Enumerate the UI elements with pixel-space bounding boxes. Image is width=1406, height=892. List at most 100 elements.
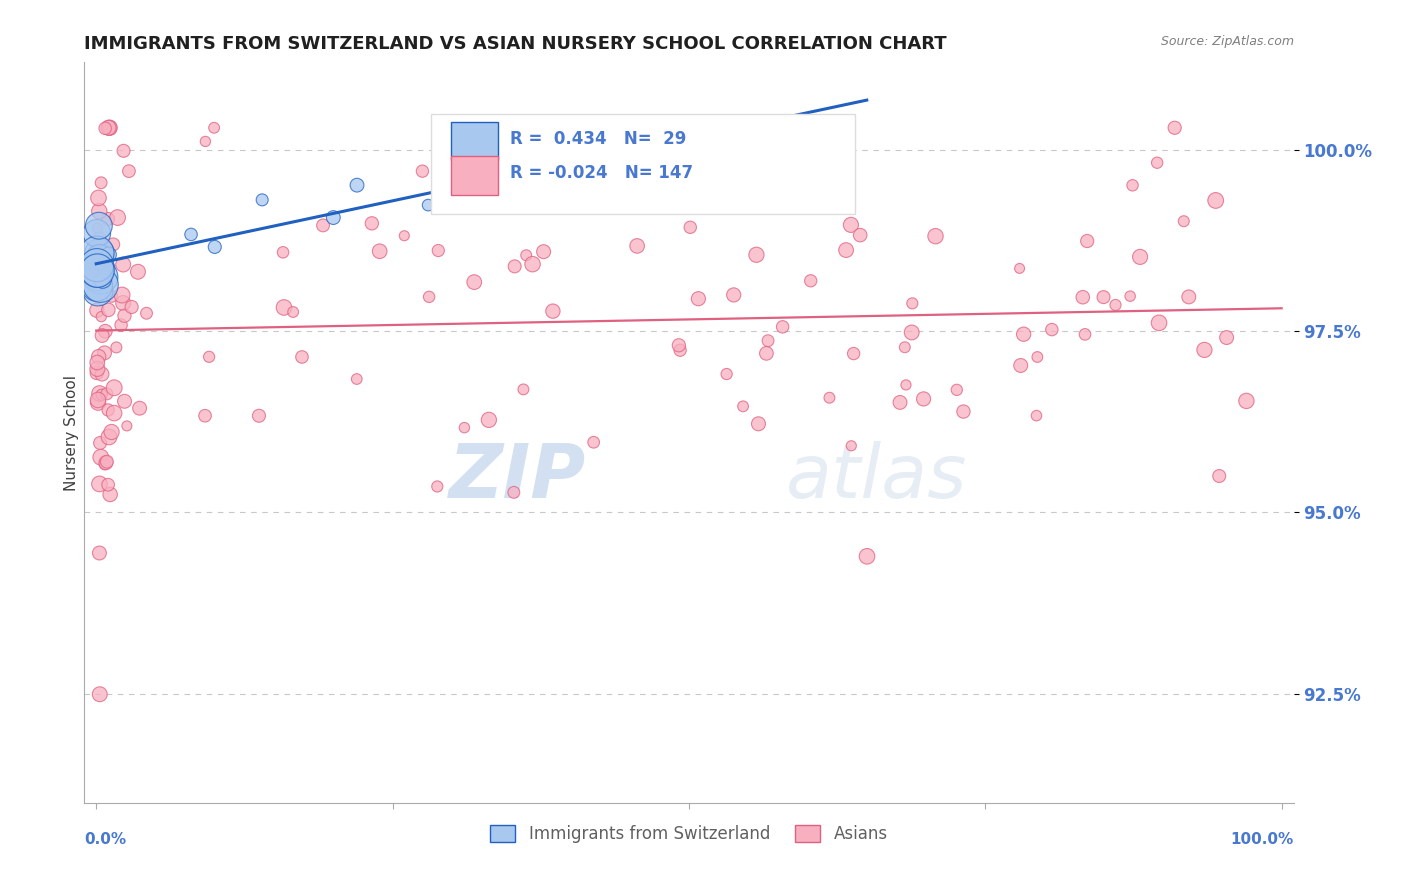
Point: [89, 232, 111, 246]
Point: [772, 319, 794, 334]
Point: [271, 245, 294, 260]
Point: [820, 131, 842, 145]
Point: [312, 219, 335, 233]
Point: [281, 305, 304, 319]
Point: [87, 219, 110, 233]
Point: [112, 296, 135, 310]
Point: [86, 278, 108, 293]
Point: [1025, 409, 1047, 423]
Y-axis label: Nursery School: Nursery School: [63, 375, 79, 491]
Text: IMMIGRANTS FROM SWITZERLAND VS ASIAN NURSERY SCHOOL CORRELATION CHART: IMMIGRANTS FROM SWITZERLAND VS ASIAN NUR…: [84, 35, 948, 53]
Point: [180, 227, 202, 242]
Point: [1092, 290, 1115, 304]
Point: [1147, 316, 1170, 330]
Point: [418, 198, 440, 212]
Point: [747, 417, 769, 431]
Point: [912, 392, 935, 406]
Point: [501, 164, 523, 178]
Point: [1104, 298, 1126, 312]
Point: [654, 131, 676, 145]
Point: [533, 244, 555, 259]
Point: [86, 264, 108, 278]
Point: [100, 425, 122, 439]
Point: [97, 403, 120, 417]
Point: [86, 362, 108, 376]
Point: [89, 251, 111, 265]
Point: [1119, 289, 1142, 303]
Point: [90, 176, 112, 190]
Point: [89, 204, 111, 219]
Point: [96, 455, 118, 469]
Point: [93, 255, 115, 269]
Point: [87, 191, 110, 205]
Point: [1205, 194, 1227, 208]
Point: [202, 120, 225, 135]
Point: [89, 477, 111, 491]
Point: [716, 367, 738, 381]
Point: [98, 120, 121, 135]
Point: [118, 164, 141, 178]
Point: [97, 211, 120, 226]
Point: [346, 178, 368, 193]
Point: [411, 164, 433, 178]
Point: [110, 318, 132, 332]
Point: [1071, 290, 1094, 304]
Point: [121, 300, 143, 314]
Point: [115, 418, 138, 433]
Point: [90, 270, 112, 285]
Point: [98, 487, 121, 501]
Point: [96, 386, 118, 401]
Point: [114, 309, 136, 323]
Point: [98, 430, 121, 444]
FancyBboxPatch shape: [451, 121, 498, 161]
Point: [94, 324, 117, 338]
Point: [204, 240, 226, 254]
Point: [723, 288, 745, 302]
Point: [114, 394, 136, 409]
Point: [733, 400, 755, 414]
Point: [91, 328, 114, 343]
Point: [900, 326, 922, 340]
Point: [1076, 234, 1098, 248]
Point: [1074, 327, 1097, 342]
Point: [522, 257, 544, 271]
Point: [90, 277, 112, 292]
Point: [755, 346, 778, 360]
Point: [86, 227, 108, 241]
Point: [688, 292, 710, 306]
Point: [835, 243, 858, 257]
Point: [86, 269, 108, 284]
Point: [89, 436, 111, 450]
Point: [103, 237, 125, 252]
Point: [1194, 343, 1216, 357]
Point: [1129, 250, 1152, 264]
Point: [107, 211, 129, 225]
Point: [679, 220, 702, 235]
Point: [756, 334, 779, 348]
Point: [1208, 469, 1230, 483]
Point: [94, 121, 117, 136]
Point: [250, 193, 273, 207]
Text: 100.0%: 100.0%: [1230, 832, 1294, 847]
Point: [839, 218, 862, 232]
Point: [93, 458, 115, 472]
Point: [1012, 327, 1035, 342]
Point: [346, 372, 368, 386]
Point: [90, 260, 112, 274]
Point: [194, 135, 217, 149]
Point: [678, 131, 700, 145]
Point: [322, 211, 344, 225]
Point: [96, 260, 118, 275]
Point: [368, 244, 391, 259]
Point: [86, 264, 108, 278]
Text: atlas: atlas: [786, 441, 967, 513]
Point: [1010, 359, 1032, 373]
Point: [1008, 261, 1031, 276]
Point: [90, 388, 112, 402]
Point: [842, 346, 865, 360]
Point: [453, 420, 475, 434]
Point: [360, 216, 382, 230]
Point: [86, 252, 108, 267]
Point: [87, 395, 110, 409]
Point: [87, 350, 110, 364]
